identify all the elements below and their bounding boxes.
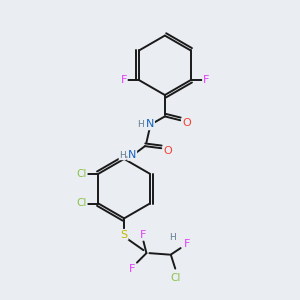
Text: F: F: [203, 75, 209, 85]
Text: S: S: [121, 230, 128, 240]
Text: F: F: [140, 230, 147, 240]
Text: O: O: [164, 146, 172, 156]
Text: Cl: Cl: [76, 199, 87, 208]
Text: H: H: [169, 233, 176, 242]
Text: N: N: [128, 150, 136, 160]
Text: N: N: [146, 119, 154, 129]
Text: F: F: [184, 239, 190, 249]
Text: F: F: [121, 75, 127, 85]
Text: Cl: Cl: [76, 169, 87, 179]
Text: F: F: [129, 264, 136, 274]
Text: H: H: [137, 120, 144, 129]
Text: Cl: Cl: [170, 273, 181, 284]
Text: O: O: [182, 118, 190, 128]
Text: H: H: [119, 151, 126, 160]
